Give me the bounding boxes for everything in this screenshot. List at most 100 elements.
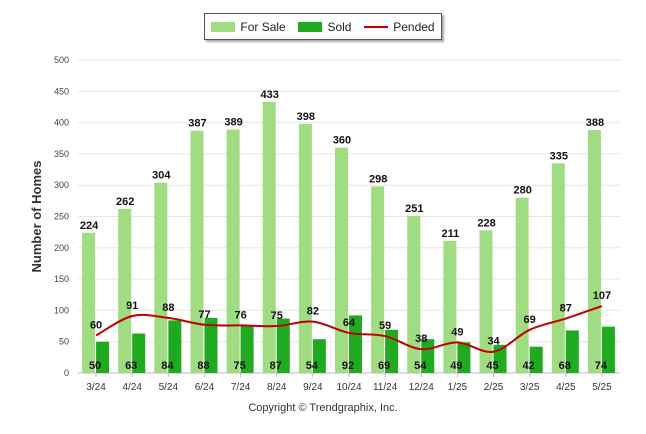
data-label-sold: 88 [197, 360, 209, 372]
bar-for-sale [587, 130, 601, 373]
x-tick-label: 7/24 [231, 382, 251, 393]
data-label-for-sale: 433 [261, 89, 279, 101]
data-label-pended: 107 [593, 290, 611, 302]
data-label-sold: 84 [161, 360, 174, 372]
data-label-sold: 74 [595, 360, 608, 372]
legend: For Sale Sold Pended [204, 13, 442, 40]
bar-sold [385, 329, 399, 373]
data-label-for-sale: 304 [152, 170, 171, 182]
y-tick-label: 250 [54, 212, 69, 222]
bar-for-sale [551, 163, 565, 373]
data-label-for-sale: 398 [297, 111, 315, 123]
data-label-for-sale: 262 [116, 196, 134, 208]
data-label-for-sale: 228 [477, 217, 495, 229]
x-tick-label: 5/24 [159, 382, 179, 393]
bar-sold [240, 326, 254, 373]
data-label-sold: 54 [414, 360, 427, 372]
bar-for-sale [154, 182, 168, 373]
bar-sold [529, 346, 543, 373]
bar-for-sale [479, 230, 493, 373]
bar-sold [168, 320, 182, 373]
bar-for-sale [335, 147, 348, 373]
data-label-pended: 60 [90, 319, 102, 331]
data-label-pended: 82 [307, 306, 319, 318]
data-label-pended: 64 [343, 317, 356, 329]
x-tick-label: 4/24 [122, 382, 142, 393]
bar-for-sale [407, 215, 421, 373]
data-label-sold: 54 [306, 360, 319, 372]
bar-sold [457, 342, 471, 373]
x-tick-label: 6/24 [195, 382, 215, 393]
legend-label-sold: Sold [327, 19, 352, 34]
bar-sold [493, 344, 507, 373]
legend-label-pended: Pended [393, 19, 435, 34]
data-label-sold: 92 [342, 360, 354, 372]
bar-for-sale [443, 240, 457, 373]
bar-for-sale [82, 232, 96, 373]
bar-for-sale [190, 130, 204, 373]
data-label-for-sale: 388 [586, 117, 604, 129]
legend-label-for-sale: For Sale [240, 19, 286, 34]
copyright: Copyright © Trendgraphix, Inc. [248, 402, 398, 414]
bar-for-sale [371, 186, 385, 373]
data-label-pended: 69 [524, 314, 536, 326]
data-label-pended: 76 [234, 309, 246, 321]
data-label-sold: 50 [89, 360, 101, 372]
x-tick-label: 3/25 [520, 382, 540, 393]
line-pended [95, 305, 603, 353]
legend-item-pended[interactable]: Pended [364, 19, 435, 34]
data-label-sold: 69 [378, 360, 390, 372]
data-label-sold: 75 [233, 360, 245, 372]
data-label-pended: 75 [271, 310, 283, 322]
bar-for-sale [298, 123, 312, 374]
data-label-for-sale: 224 [80, 220, 99, 232]
data-label-sold: 63 [125, 360, 137, 372]
data-label-sold: 45 [486, 360, 498, 372]
y-tick-label: 200 [54, 243, 69, 253]
data-label-for-sale: 211 [442, 228, 460, 240]
y-tick-label: 50 [59, 337, 69, 347]
y-tick-label: 450 [54, 86, 69, 96]
x-tick-label: 1/25 [448, 382, 468, 393]
x-tick-label: 11/24 [373, 382, 398, 393]
data-label-pended: 87 [560, 303, 572, 315]
bar-for-sale [118, 208, 132, 373]
data-label-for-sale: 335 [550, 150, 568, 162]
data-label-for-sale: 389 [224, 116, 242, 128]
bar-for-sale [262, 101, 276, 373]
x-tick-label: 10/24 [336, 382, 361, 393]
y-tick-label: 300 [54, 180, 69, 190]
x-tick-label: 4/25 [556, 382, 576, 393]
legend-swatch-pended [364, 25, 389, 28]
x-tick-label: 12/24 [409, 382, 434, 393]
data-label-for-sale: 387 [188, 118, 206, 130]
bar-sold [312, 339, 326, 373]
data-label-pended: 49 [451, 326, 463, 338]
y-tick-label: 100 [54, 305, 69, 315]
data-label-for-sale: 251 [405, 203, 423, 215]
legend-swatch-for-sale [211, 21, 236, 32]
x-tick-label: 3/24 [86, 382, 106, 393]
legend-item-sold[interactable]: Sold [298, 20, 351, 34]
legend-swatch-sold [298, 21, 323, 32]
y-tick-label: 350 [54, 149, 69, 159]
legend-item-for-sale[interactable]: For Sale [211, 19, 286, 34]
data-label-pended: 59 [379, 320, 391, 332]
bar-for-sale [515, 197, 529, 373]
data-label-for-sale: 298 [369, 173, 387, 185]
y-tick-label: 150 [54, 274, 69, 284]
x-tick-label: 9/24 [303, 382, 323, 393]
bar-sold [565, 330, 579, 373]
bar-sold [349, 315, 362, 373]
x-tick-label: 2/25 [484, 382, 504, 393]
data-label-pended: 77 [198, 309, 210, 321]
x-tick-label: 5/25 [592, 382, 612, 393]
data-label-pended: 91 [126, 300, 138, 312]
bar-sold [132, 333, 146, 373]
data-label-for-sale: 360 [333, 135, 351, 147]
data-label-sold: 42 [523, 360, 535, 372]
data-label-pended: 88 [162, 302, 174, 314]
y-tick-label: 400 [54, 118, 69, 128]
y-tick-label: 500 [54, 55, 69, 65]
x-tick-label: 8/24 [267, 382, 287, 393]
